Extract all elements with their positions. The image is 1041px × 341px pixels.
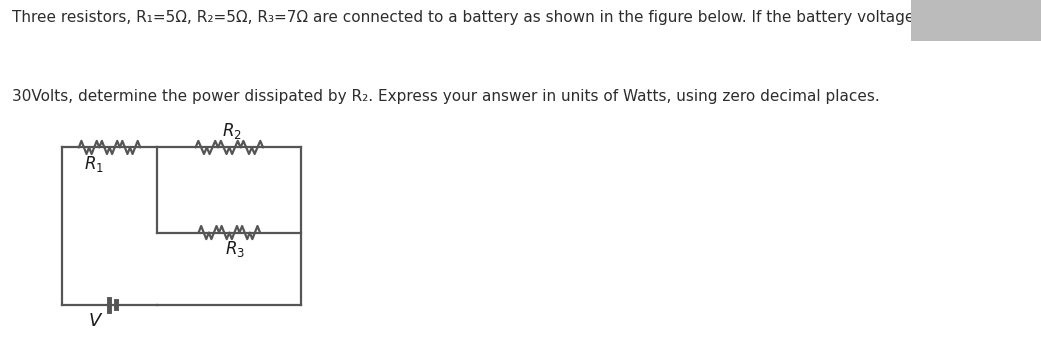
Text: $R_1$: $R_1$ (84, 154, 104, 174)
Text: $V$: $V$ (88, 312, 103, 330)
Text: $R_3$: $R_3$ (226, 239, 246, 259)
Text: 30Volts, determine the power dissipated by R₂. Express your answer in units of W: 30Volts, determine the power dissipated … (12, 89, 881, 104)
Text: $R_2$: $R_2$ (223, 121, 243, 141)
Text: Three resistors, R₁=5Ω, R₂=5Ω, R₃=7Ω are connected to a battery as shown in the : Three resistors, R₁=5Ω, R₂=5Ω, R₃=7Ω are… (12, 10, 932, 25)
